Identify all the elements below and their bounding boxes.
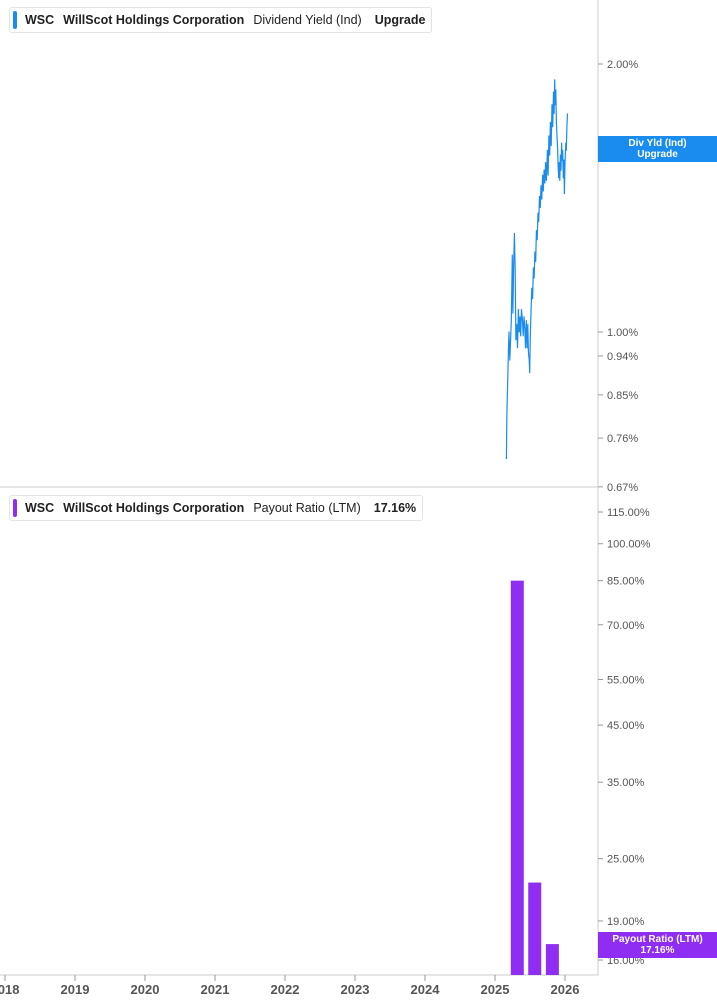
payout-ratio-swatch xyxy=(13,499,17,517)
dividend-yield-price-tag[interactable]: Div Yld (Ind) Upgrade xyxy=(598,136,717,162)
y-tick-label: 19.00% xyxy=(607,916,645,928)
dividend-yield-swatch xyxy=(13,11,17,29)
x-tick-label: 2018 xyxy=(0,982,19,997)
payout-ratio-bar xyxy=(528,882,542,975)
y-tick-label: 45.00% xyxy=(607,720,645,732)
legend-value: 17.16% xyxy=(373,501,417,515)
y-tick-label: 0.94% xyxy=(607,351,638,363)
x-tick-label: 2019 xyxy=(61,982,90,997)
payout-ratio-legend[interactable]: WSC WillScot Holdings Corporation Payout… xyxy=(9,495,424,521)
legend-ticker: WSC xyxy=(25,13,55,27)
y-tick-label: 2.00% xyxy=(607,59,638,71)
legend-metric: Payout Ratio (LTM) xyxy=(253,501,361,515)
x-tick-label: 2026 xyxy=(551,982,580,997)
x-tick-label: 2023 xyxy=(341,982,370,997)
legend-metric: Dividend Yield (Ind) xyxy=(253,13,362,27)
tag-value: 17.16% xyxy=(640,945,675,956)
y-tick-label: 35.00% xyxy=(607,777,645,789)
payout-ratio-bar xyxy=(510,580,524,975)
y-tick-label: 1.00% xyxy=(607,327,638,339)
y-tick-label: 85.00% xyxy=(607,576,645,588)
dividend-yield-pane: 2.00% 1.00% 0.94% 0.85% 0.76% 0.67% xyxy=(505,59,638,494)
y-tick-label: 25.00% xyxy=(607,854,645,866)
x-tick-label: 2020 xyxy=(131,982,160,997)
tag-label: Div Yld (Ind) xyxy=(628,138,687,149)
y-tick-label: 70.00% xyxy=(607,620,645,632)
tag-label: Payout Ratio (LTM) xyxy=(612,934,703,945)
legend-company: WillScot Holdings Corporation xyxy=(63,501,245,515)
x-tick-label: 2021 xyxy=(201,982,230,997)
x-tick-label: 2024 xyxy=(411,982,441,997)
y-tick-label: 0.67% xyxy=(607,482,638,494)
y-tick-label: 0.85% xyxy=(607,390,638,402)
tag-value: Upgrade xyxy=(637,149,678,160)
y-tick-label: 0.76% xyxy=(607,433,638,445)
x-tick-label: 2025 xyxy=(481,982,510,997)
payout-ratio-bar xyxy=(545,944,559,975)
y-tick-label: 55.00% xyxy=(607,675,645,687)
y-tick-label: 100.00% xyxy=(607,539,651,551)
legend-company: WillScot Holdings Corporation xyxy=(63,13,245,27)
x-tick-label: 2022 xyxy=(271,982,300,997)
dividend-yield-legend[interactable]: WSC WillScot Holdings Corporation Divide… xyxy=(9,7,433,33)
legend-ticker: WSC xyxy=(25,501,55,515)
y-tick-label: 16.00% xyxy=(607,955,645,967)
payout-ratio-price-tag: Payout Ratio (LTM) 17.16% xyxy=(598,932,717,958)
y-tick-label: 115.00% xyxy=(607,507,650,519)
legend-value[interactable]: Upgrade xyxy=(374,13,426,27)
x-axis: 2018 2019 2020 2021 2022 2023 2024 2025 2026 xyxy=(0,975,579,997)
payout-ratio-pane: 115.00% 100.00% 85.00% 70.00% 55.00% 45.00% 35… xyxy=(510,507,651,975)
dividend-yield-line xyxy=(505,79,569,460)
